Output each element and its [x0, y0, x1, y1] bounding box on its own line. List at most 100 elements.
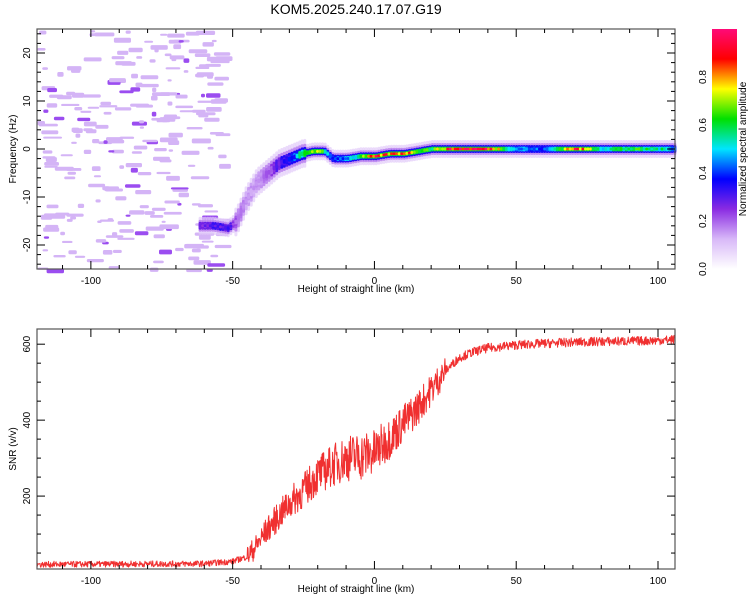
noise-speckle: [111, 56, 125, 60]
y-tick-label: 20: [22, 47, 33, 59]
noise-speckle: [196, 112, 216, 116]
y-tick-label: -10: [22, 189, 33, 204]
noise-speckle: [185, 31, 200, 36]
y-tick-label: -20: [22, 237, 33, 252]
ridge-cell: [293, 154, 297, 160]
ridge-cell: [507, 147, 511, 151]
ridge-cell: [336, 157, 340, 161]
ridge-cell: [471, 147, 475, 151]
noise-speckle: [95, 199, 101, 203]
x-tick-label: 0: [372, 276, 378, 287]
ridge-cell: [663, 147, 667, 151]
ridge-cell: [272, 165, 276, 171]
ridge-cell: [242, 203, 245, 209]
noise-speckle: [202, 42, 214, 47]
noise-speckle: [99, 105, 118, 108]
ridge-cell: [265, 172, 268, 177]
ridge-cell: [425, 148, 429, 152]
noise-speckle: [56, 95, 72, 100]
noise-speckle: [107, 218, 114, 222]
ridge-cell: [259, 176, 263, 182]
ridge-cell: [362, 154, 365, 158]
ridge-cell: [433, 147, 437, 151]
noise-speckle: [207, 263, 226, 267]
ridge-cell: [578, 147, 582, 151]
ridge-cell: [308, 150, 312, 154]
noise-speckle: [153, 234, 165, 239]
noise-speckle: [195, 30, 216, 35]
ridge-cell: [604, 147, 608, 151]
noise-speckle: [115, 61, 132, 66]
noise-speckle: [210, 254, 219, 258]
noise-speckle: [167, 33, 185, 38]
ridge-cell: [326, 152, 330, 156]
ridge-cell: [379, 153, 383, 157]
noise-speckle: [159, 224, 179, 230]
ridge-cell: [254, 181, 258, 186]
noise-speckle: [41, 130, 59, 135]
noise-speckle: [186, 268, 202, 273]
noise-speckle: [135, 190, 152, 195]
noise-speckle: [193, 260, 211, 265]
ridge-cell: [198, 224, 202, 228]
noise-speckle: [92, 139, 100, 144]
noise-speckle: [86, 259, 104, 263]
noise-speckle: [75, 133, 81, 138]
noise-speckle: [83, 57, 102, 62]
ridge-cell: [596, 147, 600, 151]
ridge-cell: [545, 147, 549, 151]
ridge-cell: [420, 149, 424, 153]
noise-speckle: [71, 141, 77, 144]
noise-speckle: [205, 63, 221, 67]
ridge-cell: [369, 154, 373, 158]
noise-speckle: [57, 72, 64, 77]
ridge-cell: [356, 155, 360, 159]
noise-speckle: [207, 82, 224, 86]
ridge-cell: [298, 152, 302, 158]
x-tick-label: 0: [372, 576, 378, 587]
noise-speckle: [43, 136, 62, 139]
ridge-cell: [589, 147, 593, 151]
ridge-cell: [612, 147, 616, 151]
chart-title: KOM5.2025.240.17.07.G19: [270, 1, 441, 17]
colorbar-tick-label: 0.6: [698, 118, 709, 132]
ridge-cell: [609, 147, 613, 151]
noise-speckle: [145, 226, 164, 231]
ridge-cell: [216, 224, 220, 228]
noise-speckle: [160, 33, 168, 36]
ridge-cell: [382, 153, 386, 157]
noise-speckle: [168, 132, 183, 138]
ridge-cell: [520, 147, 524, 151]
ridge-cell: [538, 147, 541, 151]
ridge-cell: [660, 147, 664, 151]
ridge-cell: [354, 155, 358, 159]
noise-speckle: [206, 93, 221, 98]
ridge-cell: [270, 167, 274, 173]
noise-speckle: [172, 188, 188, 192]
ridge-cell: [512, 147, 516, 151]
noise-speckle: [149, 267, 159, 272]
ridge-cell: [469, 147, 473, 151]
noise-speckle: [87, 106, 100, 109]
noise-speckle: [119, 229, 134, 233]
noise-speckle: [66, 218, 73, 222]
noise-speckle: [91, 166, 101, 171]
colorbar-tick-label: 0.2: [698, 214, 709, 228]
noise-speckle: [178, 192, 189, 198]
ridge-cell: [484, 147, 488, 151]
ridge-cell: [305, 151, 309, 155]
ridge-cell: [234, 219, 238, 225]
ridge-cell: [627, 147, 631, 151]
noise-speckle: [74, 255, 86, 258]
ridge-cell: [303, 150, 307, 156]
ridge-cell: [257, 178, 261, 184]
ridge-cell: [548, 147, 552, 151]
ridge-cell: [645, 147, 649, 151]
ridge-cell: [650, 147, 654, 151]
noise-speckle: [188, 49, 208, 54]
ridge-cell: [372, 154, 376, 158]
ridge-cell: [622, 147, 626, 151]
noise-speckle: [45, 224, 59, 229]
noise-speckle: [195, 66, 210, 69]
